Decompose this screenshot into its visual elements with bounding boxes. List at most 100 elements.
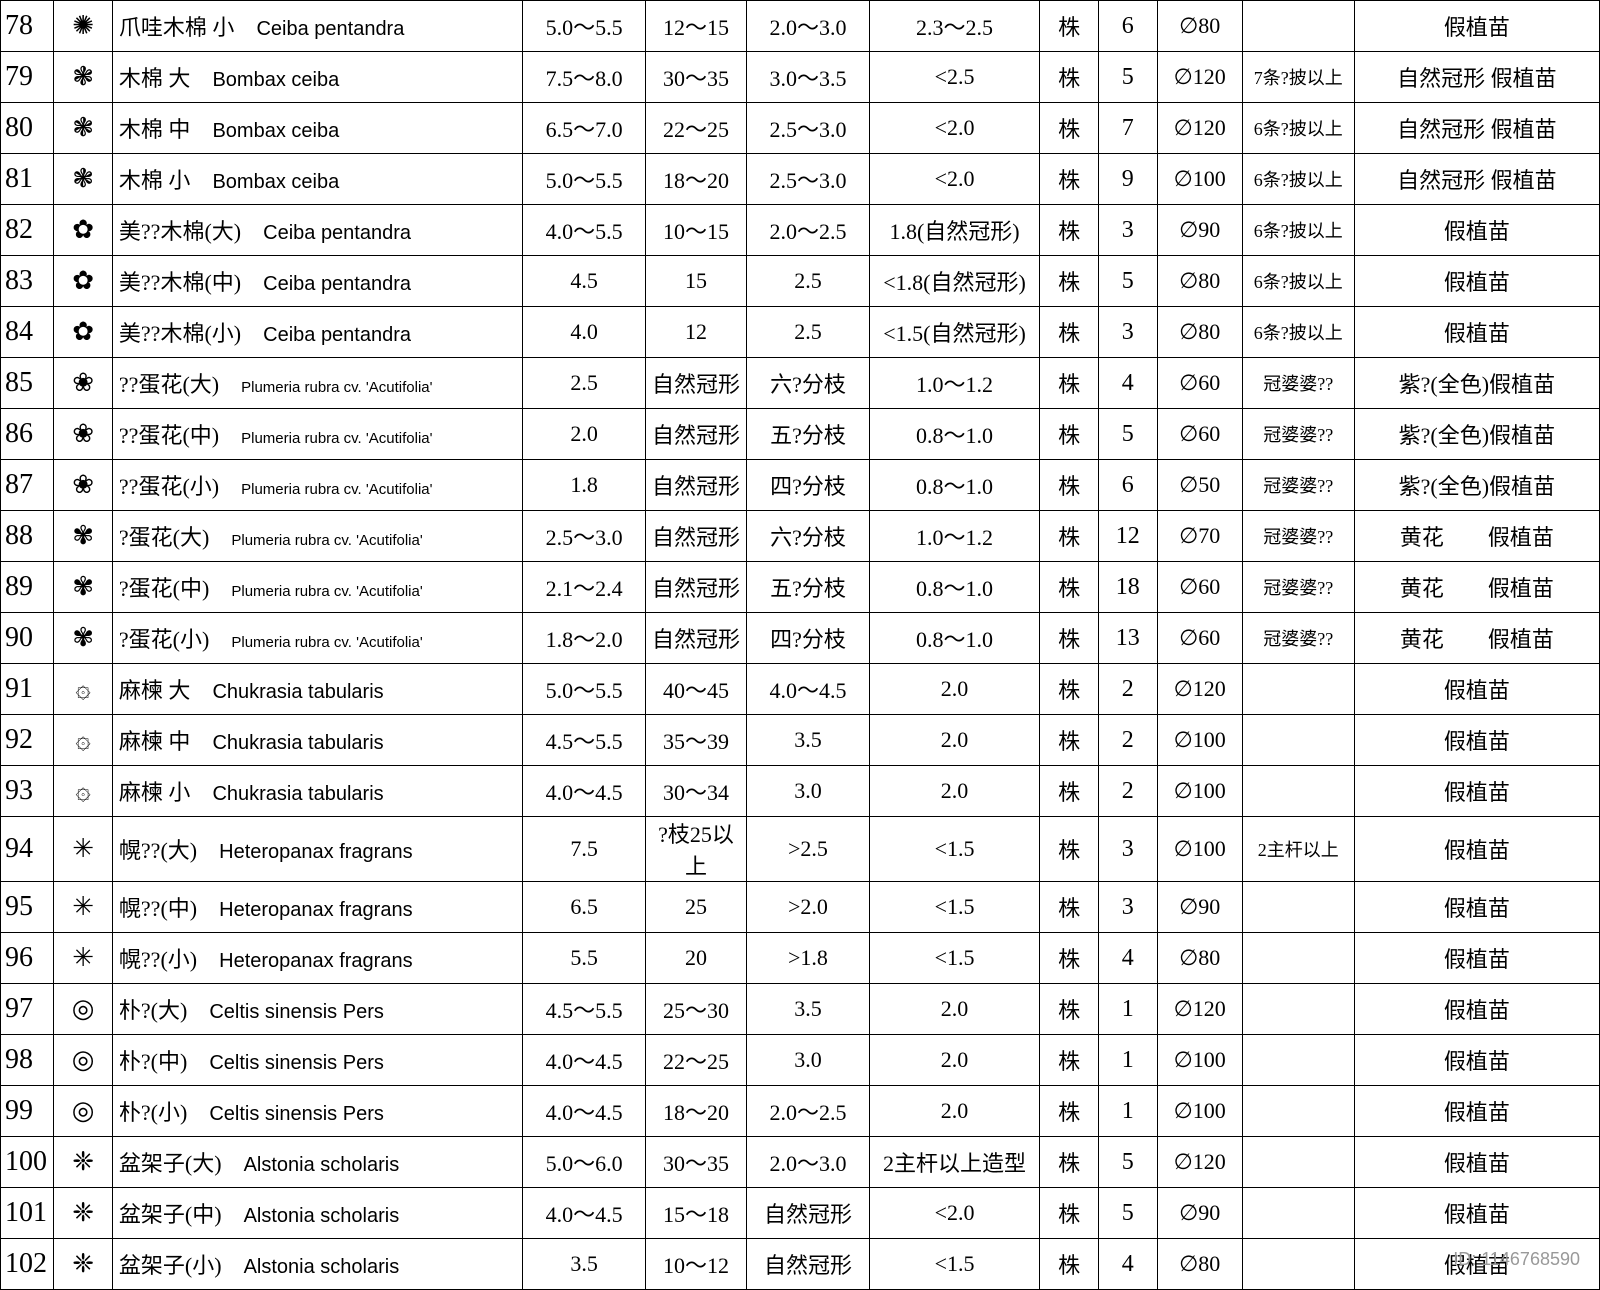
diameter: ∅80 [1157,1,1242,52]
spec-col-5: 35～39 [645,715,746,766]
unit: 株 [1040,766,1099,817]
remarks: 假植苗 [1354,256,1599,307]
spec-col-5: 自然冠形 [645,562,746,613]
spec-col-11: 冠婆婆?? [1242,613,1354,664]
spec-col-7: 2.0 [869,1035,1040,1086]
plant-symbol-icon: ❀ [54,409,113,460]
spec-col-4: 5.0～5.5 [523,664,646,715]
remarks: 假植苗 [1354,205,1599,256]
table-row: 90✾?蛋花(小) Plumeria rubra cv. 'Acutifolia… [1,613,1600,664]
remarks: 自然冠形 假植苗 [1354,154,1599,205]
remarks: 假植苗 [1354,984,1599,1035]
quantity: 2 [1098,766,1157,817]
spec-col-6: 2.5～3.0 [747,154,870,205]
unit: 株 [1040,460,1099,511]
spec-col-11 [1242,1035,1354,1086]
spec-col-6: >2.0 [747,882,870,933]
row-number: 93 [1,766,54,817]
spec-col-5: 25 [645,882,746,933]
table-row: 93۞麻楝 小 Chukrasia tabularis4.0～4.530～343… [1,766,1600,817]
remarks: 假植苗 [1354,715,1599,766]
spec-col-5: 18～20 [645,154,746,205]
spec-col-5: 18～20 [645,1086,746,1137]
spec-col-4: 3.5 [523,1239,646,1290]
plant-symbol-icon: ◎ [54,984,113,1035]
spec-col-11 [1242,664,1354,715]
table-row: 100❈盆架子(大) Alstonia scholaris5.0～6.030～3… [1,1137,1600,1188]
spec-col-11 [1242,984,1354,1035]
quantity: 4 [1098,358,1157,409]
spec-col-7: 1.0～1.2 [869,511,1040,562]
row-number: 81 [1,154,54,205]
quantity: 5 [1098,1188,1157,1239]
row-number: 91 [1,664,54,715]
spec-col-4: 1.8～2.0 [523,613,646,664]
quantity: 3 [1098,205,1157,256]
row-number: 102 [1,1239,54,1290]
unit: 株 [1040,1188,1099,1239]
plant-symbol-icon: ◎ [54,1086,113,1137]
spec-col-6: 自然冠形 [747,1239,870,1290]
diameter: ∅100 [1157,1035,1242,1086]
unit: 株 [1040,409,1099,460]
row-number: 88 [1,511,54,562]
plant-symbol-icon: ✺ [54,1,113,52]
unit: 株 [1040,613,1099,664]
spec-col-4: 4.5～5.5 [523,715,646,766]
plant-name: 朴?(小) Celtis sinensis Pers [112,1086,522,1137]
plant-symbol-icon: ۞ [54,715,113,766]
spec-col-6: 六?分枝 [747,511,870,562]
remarks: 假植苗 [1354,1137,1599,1188]
row-number: 100 [1,1137,54,1188]
plant-symbol-icon: ✿ [54,307,113,358]
spec-col-11: 6条?披以上 [1242,154,1354,205]
diameter: ∅100 [1157,715,1242,766]
row-number: 78 [1,1,54,52]
unit: 株 [1040,1,1099,52]
spec-col-7: 2.0 [869,766,1040,817]
diameter: ∅90 [1157,1188,1242,1239]
table-row: 81❃木棉 小 Bombax ceiba5.0～5.518～202.5～3.0<… [1,154,1600,205]
spec-col-11 [1242,1,1354,52]
row-number: 85 [1,358,54,409]
spec-col-11: 2主杆以上 [1242,817,1354,882]
unit: 株 [1040,1086,1099,1137]
diameter: ∅120 [1157,52,1242,103]
quantity: 3 [1098,882,1157,933]
spec-col-6: 2.5 [747,307,870,358]
spec-col-11 [1242,766,1354,817]
plant-symbol-icon: ❈ [54,1188,113,1239]
spec-col-11: 6条?披以上 [1242,103,1354,154]
watermark-id: ID: 1146768590 [1453,1249,1580,1270]
spec-col-7: 2主杆以上造型 [869,1137,1040,1188]
remarks: 假植苗 [1354,1,1599,52]
remarks: 假植苗 [1354,664,1599,715]
spec-col-4: 5.0～5.5 [523,1,646,52]
spec-col-7: 0.8～1.0 [869,613,1040,664]
quantity: 5 [1098,409,1157,460]
table-row: 87❀??蛋花(小) Plumeria rubra cv. 'Acutifoli… [1,460,1600,511]
plant-name: 麻楝 中 Chukrasia tabularis [112,715,522,766]
plant-symbol-icon: ◎ [54,1035,113,1086]
spec-col-4: 2.5～3.0 [523,511,646,562]
row-number: 99 [1,1086,54,1137]
spec-col-4: 4.0～4.5 [523,1035,646,1086]
spec-col-4: 2.0 [523,409,646,460]
row-number: 92 [1,715,54,766]
unit: 株 [1040,1035,1099,1086]
spec-col-11 [1242,933,1354,984]
spec-col-6: 2.0～3.0 [747,1137,870,1188]
unit: 株 [1040,882,1099,933]
plant-symbol-icon: ❈ [54,1239,113,1290]
diameter: ∅90 [1157,205,1242,256]
quantity: 5 [1098,52,1157,103]
row-number: 82 [1,205,54,256]
spec-col-11: 冠婆婆?? [1242,511,1354,562]
spec-col-4: 4.0 [523,307,646,358]
spec-col-4: 6.5 [523,882,646,933]
spec-col-7: 2.0 [869,1086,1040,1137]
spec-col-11: 6条?披以上 [1242,256,1354,307]
spec-col-4: 4.0～5.5 [523,205,646,256]
unit: 株 [1040,256,1099,307]
spec-col-6: 2.0～2.5 [747,205,870,256]
